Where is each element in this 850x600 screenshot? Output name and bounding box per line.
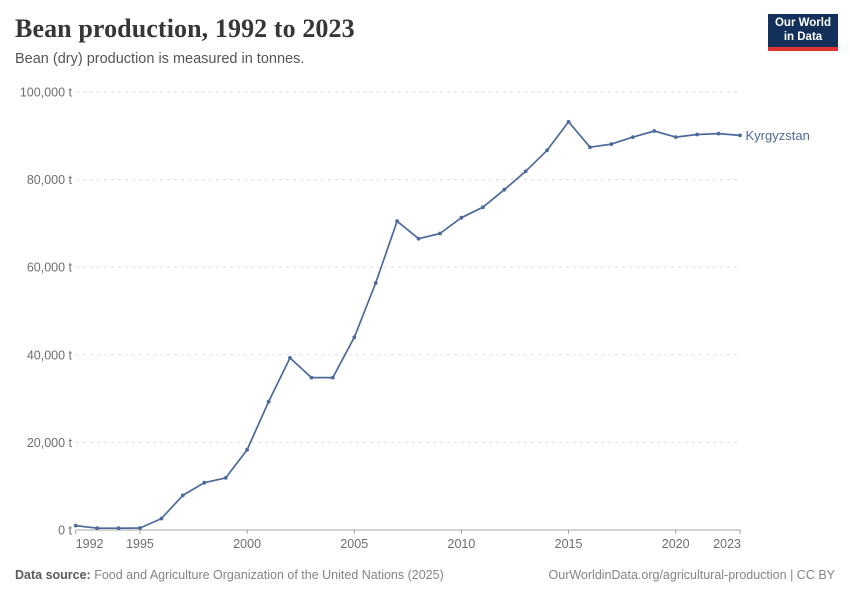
data-point-2016 [588,145,592,150]
data-point-2008 [416,236,421,241]
y-tick-label-60000: 60,000 t [27,261,73,275]
data-source-label: Data source: [15,568,91,582]
x-tick-label-1992: 1992 [76,537,104,551]
y-tick-label-80000: 80,000 t [27,173,73,187]
data-source-text: Food and Agriculture Organization of the… [94,568,444,582]
data-point-2022 [716,131,721,136]
x-tick-label-2015: 2015 [555,537,583,551]
data-point-2011 [481,205,485,210]
owid-logo: Our World in Data [768,14,838,51]
series-kyrgyzstan: Kyrgyzstan [73,119,810,531]
data-point-2005 [352,335,357,340]
data-points [73,119,742,531]
data-point-1994 [116,526,121,531]
license-text: CC BY [796,568,835,582]
y-axis-labels: 0 t 20,000 t 40,000 t 60,000 t 80,000 t 100,0… [20,86,73,538]
data-line [74,120,741,530]
owid-logo-text: Our World in Data [768,14,838,47]
y-tick-label-100000: 100,000 t [20,86,73,100]
chart-footer: Data source: Food and Agriculture Organi… [15,568,835,582]
entity-label: Kyrgyzstan [746,128,810,143]
data-point-2017 [609,142,614,147]
data-point-1996 [159,516,164,521]
data-point-2004 [330,375,335,380]
data-point-2012 [502,187,507,192]
data-point-1995 [138,526,142,530]
data-source: Data source: Food and Agriculture Organi… [15,568,444,582]
data-point-2015 [566,119,571,124]
data-point-1998 [202,480,207,485]
x-tick-label-2005: 2005 [340,537,368,551]
data-point-2003 [309,375,314,380]
y-tick-label-40000: 40,000 t [27,348,73,362]
footer-attribution: OurWorldinData.org/agricultural-producti… [549,568,835,582]
data-point-2002 [288,356,292,360]
owid-logo-line1: Our World [774,17,831,29]
x-tick-label-2020: 2020 [662,537,690,551]
license-separator: | [786,568,797,582]
y-tick-label-20000: 20,000 t [27,436,73,450]
data-point-1993 [95,526,99,531]
data-point-2007 [395,219,399,224]
y-gridlines [76,91,741,531]
data-point-2000 [245,447,250,452]
data-point-2020 [673,135,678,140]
page-title: Bean production, 1992 to 2023 [15,14,355,43]
data-point-1997 [180,493,185,498]
data-point-2010 [459,215,464,220]
data-point-2023 [738,133,742,138]
data-point-2009 [438,231,442,236]
data-point-1999 [223,476,228,480]
data-point-1992 [73,523,78,528]
x-tick-label-1995: 1995 [126,537,154,551]
x-axis-labels: 1992 1995 2000 2005 2010 2015 2020 2023 [76,537,741,551]
y-tick-label-0: 0 t [58,524,72,538]
owid-logo-line2: in Data [783,30,823,43]
x-tick-label-2023: 2023 [713,537,741,551]
x-axis-ticks [75,530,741,534]
data-point-2018 [631,135,635,140]
data-point-2019 [652,129,657,133]
x-tick-label-2000: 2000 [233,537,261,551]
data-point-2021 [695,132,699,137]
data-point-2006 [373,281,378,285]
data-point-2001 [266,399,271,404]
data-point-2014 [545,148,549,153]
data-point-2013 [523,169,528,174]
x-tick-label-2010: 2010 [448,537,476,551]
owid-link[interactable]: OurWorldinData.org/agricultural-producti… [548,568,787,582]
chart-subtitle: Bean (dry) production is measured in ton… [15,51,305,67]
